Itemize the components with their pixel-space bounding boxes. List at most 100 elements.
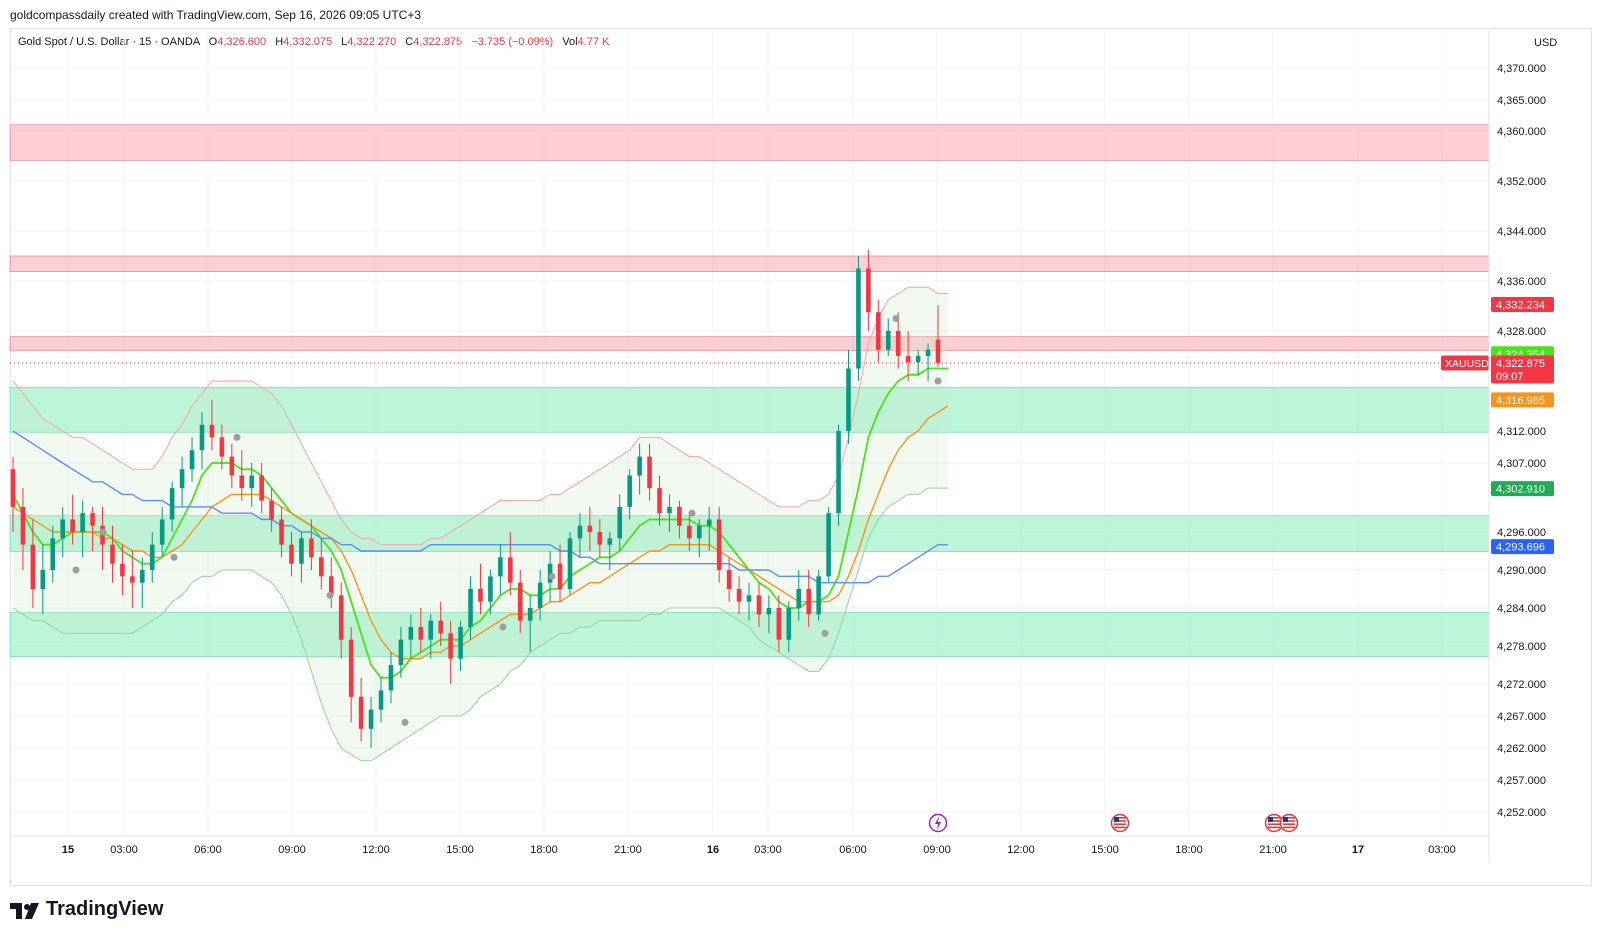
candle-body[interactable] bbox=[677, 506, 682, 526]
candle-body[interactable] bbox=[468, 589, 473, 627]
candle-body[interactable] bbox=[746, 595, 752, 602]
candle-body[interactable] bbox=[219, 437, 225, 457]
candle-body[interactable] bbox=[537, 582, 543, 608]
symbol-title[interactable]: Gold Spot / U.S. Dollar · 15 · OANDA bbox=[18, 36, 200, 48]
candle-body[interactable] bbox=[687, 525, 692, 539]
candle-body[interactable] bbox=[249, 475, 255, 489]
candle-body[interactable] bbox=[309, 538, 314, 558]
candle-body[interactable] bbox=[120, 563, 125, 577]
candle-body[interactable] bbox=[806, 589, 811, 615]
price-tag-label: 4,332.234 bbox=[1496, 300, 1545, 312]
candle-body[interactable] bbox=[885, 331, 891, 350]
candle-body[interactable] bbox=[338, 595, 344, 640]
candle-body[interactable] bbox=[527, 608, 533, 621]
candle-body[interactable] bbox=[856, 268, 861, 369]
candle-body[interactable] bbox=[706, 519, 712, 526]
candle-body[interactable] bbox=[438, 620, 443, 634]
candle-body[interactable] bbox=[239, 475, 245, 489]
candle-body[interactable] bbox=[299, 538, 304, 564]
candle-body[interactable] bbox=[10, 469, 16, 507]
candle-body[interactable] bbox=[667, 506, 672, 514]
candle-body[interactable] bbox=[169, 488, 175, 520]
candle-body[interactable] bbox=[637, 456, 642, 476]
candle-body[interactable] bbox=[478, 589, 483, 602]
candle-body[interactable] bbox=[289, 544, 294, 564]
candle-body[interactable] bbox=[736, 589, 742, 602]
candle-body[interactable] bbox=[915, 356, 921, 363]
candle-body[interactable] bbox=[866, 268, 871, 313]
candle-body[interactable] bbox=[577, 525, 583, 539]
candle-body[interactable] bbox=[647, 456, 652, 489]
candle-body[interactable] bbox=[70, 519, 75, 532]
candle-body[interactable] bbox=[80, 513, 85, 532]
candle-body[interactable] bbox=[836, 431, 841, 514]
candle-body[interactable] bbox=[458, 627, 463, 659]
candle-body[interactable] bbox=[846, 368, 851, 432]
candle-body[interactable] bbox=[269, 500, 274, 520]
candle-body[interactable] bbox=[696, 525, 702, 539]
candle-body[interactable] bbox=[40, 570, 46, 589]
candle-body[interactable] bbox=[557, 563, 563, 589]
candle-body[interactable] bbox=[279, 519, 284, 545]
candle-body[interactable] bbox=[448, 633, 453, 659]
candle-body[interactable] bbox=[159, 519, 165, 545]
candle-body[interactable] bbox=[587, 525, 593, 532]
candle-body[interactable] bbox=[498, 557, 503, 577]
candle-body[interactable] bbox=[130, 576, 135, 583]
candle-body[interactable] bbox=[259, 475, 264, 501]
candle-body[interactable] bbox=[796, 589, 802, 608]
pivot-dot bbox=[688, 509, 696, 517]
candle-body[interactable] bbox=[826, 513, 831, 577]
candle-body[interactable] bbox=[517, 582, 523, 621]
candle-body[interactable] bbox=[328, 576, 334, 596]
candle-body[interactable] bbox=[428, 620, 434, 640]
candle-body[interactable] bbox=[597, 532, 603, 545]
candle-body[interactable] bbox=[418, 627, 424, 640]
candle-body[interactable] bbox=[20, 506, 26, 545]
candle-body[interactable] bbox=[199, 424, 205, 451]
candle-body[interactable] bbox=[408, 627, 414, 640]
candle-body[interactable] bbox=[319, 557, 324, 577]
candle-body[interactable] bbox=[657, 488, 662, 514]
candle-body[interactable] bbox=[358, 696, 364, 729]
candle-body[interactable] bbox=[348, 639, 354, 697]
candle-body[interactable] bbox=[925, 349, 931, 356]
candle-body[interactable] bbox=[905, 356, 911, 363]
candle-body[interactable] bbox=[110, 544, 115, 564]
candle-body[interactable] bbox=[716, 519, 722, 570]
candle-body[interactable] bbox=[617, 506, 623, 539]
candle-body[interactable] bbox=[398, 639, 404, 665]
candle-body[interactable] bbox=[209, 424, 215, 438]
chart-frame[interactable] bbox=[10, 28, 1592, 886]
candle-body[interactable] bbox=[388, 665, 394, 691]
candle-body[interactable] bbox=[756, 595, 762, 615]
candle-body[interactable] bbox=[368, 709, 374, 729]
candle-body[interactable] bbox=[30, 544, 36, 589]
candle-body[interactable] bbox=[895, 331, 901, 356]
candle-body[interactable] bbox=[140, 570, 145, 583]
candle-body[interactable] bbox=[378, 690, 384, 710]
candle-body[interactable] bbox=[726, 570, 732, 589]
candle-body[interactable] bbox=[776, 608, 782, 640]
candle-body[interactable] bbox=[60, 519, 66, 539]
y-tick-label: 4,257.000 bbox=[1497, 775, 1546, 787]
candle-body[interactable] bbox=[179, 469, 185, 489]
candle-body[interactable] bbox=[786, 608, 792, 640]
candle-body[interactable] bbox=[567, 538, 573, 589]
candle-body[interactable] bbox=[508, 557, 513, 583]
candle-body[interactable] bbox=[627, 475, 632, 507]
candle-body[interactable] bbox=[547, 563, 553, 583]
currency-label[interactable]: USD bbox=[1534, 37, 1558, 49]
candle-body[interactable] bbox=[50, 538, 56, 570]
candle-body[interactable] bbox=[607, 538, 613, 545]
candle-body[interactable] bbox=[149, 544, 155, 570]
candle-body[interactable] bbox=[876, 312, 881, 350]
candle-body[interactable] bbox=[816, 576, 821, 615]
candle-body[interactable] bbox=[229, 456, 235, 476]
candle-body[interactable] bbox=[488, 576, 493, 602]
candle-body[interactable] bbox=[766, 608, 772, 615]
candle-body[interactable] bbox=[189, 450, 195, 470]
candle-body[interactable] bbox=[935, 339, 941, 363]
candle-body[interactable] bbox=[90, 513, 95, 526]
